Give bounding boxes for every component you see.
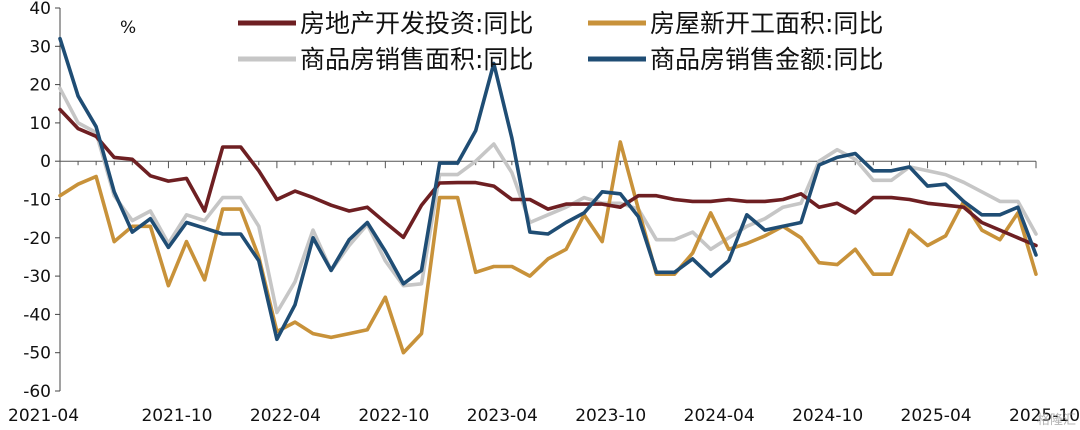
legend-label: 房屋新开工面积:同比 (650, 9, 883, 38)
series-line-3 (58, 36, 1038, 342)
watermark: 格隆汇 (1037, 412, 1076, 428)
series-line-0 (58, 107, 1038, 248)
legend-label: 商品房销售金额:同比 (650, 45, 883, 74)
legend-label: 房地产开发投资:同比 (300, 9, 533, 38)
y-tick-label: -60 (23, 382, 51, 402)
y-tick-label: -40 (23, 305, 51, 325)
y-tick-label: 20 (29, 76, 51, 96)
axes: 40 30 20 10 0 -10 -20 -30 -40 -50 -60 2021-04 2021-1… (8, 0, 1080, 426)
y-tick-label: 10 (29, 114, 51, 134)
x-tick-label: 2025-10 (1009, 406, 1080, 426)
x-tick-label: 2023-04 (467, 406, 538, 426)
y-tick-label: 30 (29, 37, 51, 57)
y-tick-label: 40 (29, 0, 51, 19)
x-tick-label: 2022-04 (250, 406, 321, 426)
x-tick-label: 2022-10 (358, 406, 429, 426)
x-tick-label: 2023-10 (575, 406, 646, 426)
y-axis-unit: % (120, 18, 136, 38)
y-tick-label: -30 (23, 267, 51, 287)
series-line-2 (58, 86, 1038, 315)
series-lines (58, 36, 1038, 355)
y-tick-label: -50 (23, 344, 51, 364)
y-tick-label: 0 (40, 152, 51, 172)
x-tick-label: 2024-10 (792, 406, 863, 426)
series-line-1 (58, 140, 1038, 355)
x-tick-label: 2024-04 (684, 406, 755, 426)
x-tick-label: 2021-04 (8, 406, 79, 426)
y-tick-label: -20 (23, 229, 51, 249)
legend-label: 商品房销售面积:同比 (300, 45, 533, 74)
x-tick-label: 2025-04 (901, 406, 972, 426)
y-tick-label: -10 (23, 191, 51, 211)
x-tick-label: 2021-10 (141, 406, 212, 426)
